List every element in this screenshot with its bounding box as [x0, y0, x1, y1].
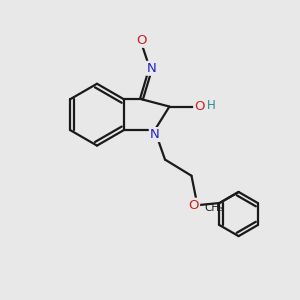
Text: O: O [189, 199, 199, 212]
Text: O: O [136, 34, 147, 47]
Text: N: N [147, 62, 157, 75]
Text: CH₃: CH₃ [205, 203, 224, 213]
Text: N: N [150, 128, 160, 141]
Text: O: O [194, 100, 205, 113]
Text: H: H [207, 100, 216, 112]
